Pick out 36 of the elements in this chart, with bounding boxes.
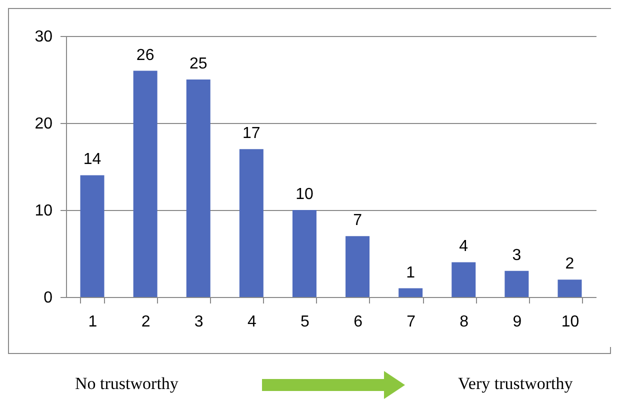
y-tick-label: 20 [34, 116, 53, 132]
data-label: 7 [353, 212, 362, 230]
data-label: 10 [296, 186, 314, 203]
x-tick-label: 4 [247, 314, 256, 330]
data-label: 14 [83, 151, 102, 168]
text: Very trustworthy [458, 374, 573, 394]
bar [133, 70, 158, 297]
x-tick-label: 1 [88, 314, 98, 330]
x-tick-label: 6 [354, 314, 363, 330]
x-tick-label: 10 [561, 314, 580, 330]
x-tick-label: 8 [460, 314, 469, 330]
bar [292, 210, 316, 297]
y-tick-label: 30 [34, 28, 53, 46]
bar [80, 175, 104, 297]
x-tick-label: 5 [300, 314, 310, 330]
data-label: 1 [406, 264, 416, 282]
data-label: 3 [512, 246, 522, 264]
y-tick-label: 0 [44, 290, 53, 306]
bar [558, 280, 582, 297]
bar [398, 288, 423, 297]
data-label: 4 [459, 238, 468, 256]
data-label: 17 [242, 125, 260, 142]
data-label: 25 [189, 56, 208, 72]
x-tick-label: 3 [194, 314, 204, 330]
bar [504, 270, 529, 297]
bar [452, 262, 476, 297]
data-label: 2 [565, 256, 574, 273]
y-tick-label: 10 [34, 202, 53, 220]
bar [186, 80, 210, 297]
x-tick-label: 7 [406, 314, 416, 330]
x-tick-label: 2 [141, 314, 150, 330]
bar [239, 149, 264, 297]
text: No trustworthy [75, 374, 178, 394]
x-tick-label: 9 [512, 314, 522, 330]
bar [346, 236, 370, 297]
data-label: 26 [136, 46, 154, 64]
